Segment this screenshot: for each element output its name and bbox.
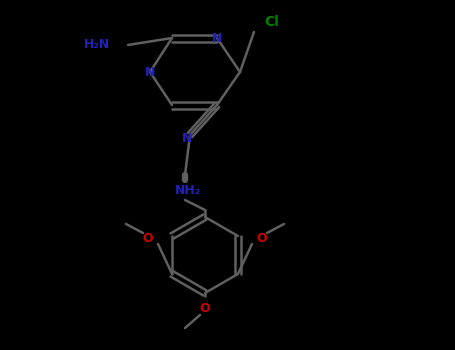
Text: Cl: Cl xyxy=(264,15,279,29)
Text: N: N xyxy=(145,65,155,78)
Text: H₂N: H₂N xyxy=(84,38,110,51)
Text: O: O xyxy=(143,231,153,245)
Text: N: N xyxy=(212,32,222,44)
Text: O: O xyxy=(257,231,268,245)
Text: NH₂: NH₂ xyxy=(175,184,201,197)
Text: N: N xyxy=(182,132,192,145)
Text: O: O xyxy=(200,301,210,315)
